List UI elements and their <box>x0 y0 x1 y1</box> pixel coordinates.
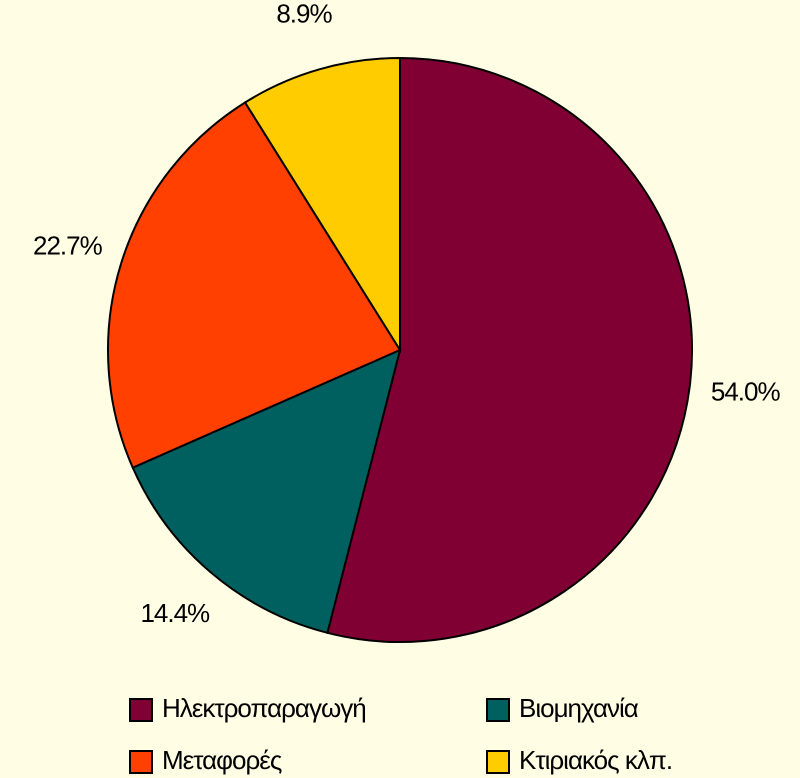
slice-label: 8.9% <box>276 0 332 28</box>
slice-label: 22.7% <box>33 231 103 261</box>
legend-swatch <box>129 698 153 722</box>
slice-label: 54.0% <box>711 376 781 406</box>
legend-swatch <box>486 698 510 722</box>
slice-label: 14.4% <box>140 598 210 628</box>
pie-slice <box>107 101 402 469</box>
legend-label: Βιομηχανία <box>519 693 639 723</box>
pie-slice <box>326 56 693 643</box>
legend-swatch <box>129 750 153 774</box>
pie-slice <box>131 348 402 635</box>
legend-swatch <box>486 750 510 774</box>
pie-slice <box>243 56 401 354</box>
legend-label: Μεταφορές <box>162 745 282 775</box>
legend-label: Κτιριακός κλπ. <box>519 745 672 775</box>
legend-label: Ηλεκτροπαραγωγή <box>162 693 366 723</box>
